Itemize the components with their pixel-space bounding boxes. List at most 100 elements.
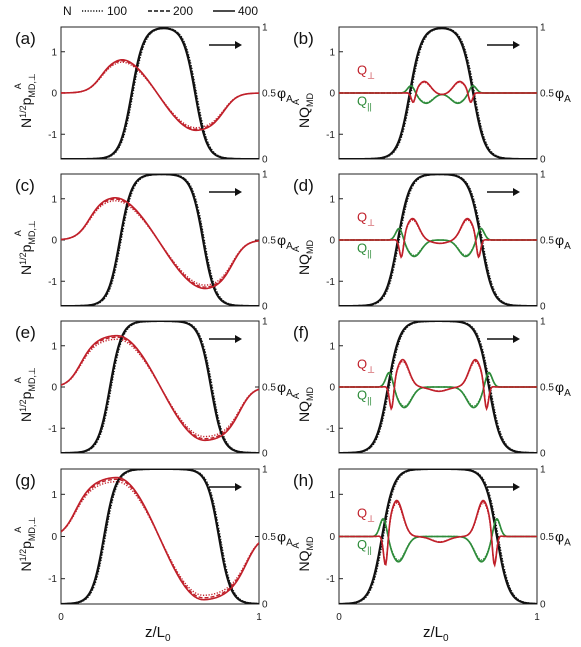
panel: 1 0 -1 1 0.5 0 φA (b) NQMD A Q⊥ Q|| [291, 23, 571, 166]
phi-profile-line [339, 469, 537, 604]
panel-label: (e) [15, 323, 36, 342]
q-perp-annotation: Q⊥ [357, 506, 375, 524]
plot-area [339, 321, 537, 453]
plot-frame [60, 173, 260, 307]
legend-label: 400 [238, 4, 258, 18]
phi-axis-label-sub: A [286, 241, 293, 252]
y-label-p: p [18, 391, 34, 399]
flow-arrow-head [513, 41, 520, 49]
q-perp-line [339, 358, 537, 412]
legend-entry: 400 [213, 4, 258, 18]
plot-area [339, 27, 537, 159]
phi-axis-label: φA [555, 232, 571, 252]
plot-area [61, 174, 259, 306]
q-perp-annotation: Q⊥ [357, 62, 375, 80]
phi-tick-label: 0 [540, 155, 546, 166]
flow-arrow-head [235, 188, 242, 196]
y-tick-label: 1 [329, 47, 335, 58]
y-axis-label: N1/2pMD,⊥ A [13, 220, 37, 275]
y-tick-label: 0 [329, 532, 335, 543]
y-label-sub: MD [305, 536, 315, 550]
phi-profile-line [61, 174, 259, 306]
y-tick-label: -1 [48, 424, 57, 435]
q-par-annotation-sub: || [367, 101, 372, 111]
phi-axis-label-sub: A [286, 388, 293, 399]
phi-profile-line [61, 469, 259, 604]
y-label-sub: MD [305, 240, 315, 254]
panel-label: (c) [15, 176, 35, 195]
y-label-sup: A [291, 246, 301, 252]
y-tick-label: 1 [329, 490, 335, 501]
phi-profile-line [339, 321, 537, 453]
phi-axis-label: φA [555, 529, 571, 549]
x-tick-label: 1 [256, 612, 262, 623]
y-tick-label: 0 [329, 383, 335, 394]
y-label-p: p [18, 97, 34, 105]
y-label-p: p [18, 541, 34, 549]
phi-profile-line [61, 27, 259, 159]
plot-area [61, 469, 259, 604]
q-perp-line [339, 217, 537, 259]
y-axis-label: NQMD A [291, 93, 315, 128]
phi-tick-label: 0 [540, 302, 546, 313]
y-tick-label: 1 [51, 194, 57, 205]
y-axis-label: NQMD A [291, 536, 315, 571]
phi-tick-label: 1 [262, 23, 268, 34]
phi-axis-label-sub: A [286, 94, 293, 105]
x-axis-label-sub: 0 [165, 633, 171, 644]
p-perp-line [61, 61, 259, 129]
q-perp-line [339, 499, 537, 568]
panel-label: (h) [293, 471, 314, 490]
y-label-sup: A [291, 542, 301, 548]
y-axis-label: NQMD A [291, 387, 315, 422]
legend: N 100 200 400 [63, 4, 258, 18]
y-tick-label: 0 [329, 89, 335, 100]
x-tick-label: 1 [534, 612, 540, 623]
y-label-sup: A [291, 393, 301, 399]
phi-tick-label: 1 [540, 170, 546, 181]
y-label-sub: MD,⊥ [27, 220, 37, 244]
panel-label: (b) [293, 29, 314, 48]
x-axis-label: z/L0 [423, 624, 449, 644]
phi-tick-label: 0.5 [540, 89, 554, 100]
y-tick-label: -1 [326, 574, 335, 585]
phi-tick-label: 1 [540, 465, 546, 476]
phi-tick-label: 0.5 [262, 383, 276, 394]
p-perp-line [61, 476, 259, 601]
phi-axis-label-sub: A [564, 241, 571, 252]
x-axis-label-sub: 0 [443, 633, 449, 644]
y-axis-label: N1/2pMD,⊥ A [13, 367, 37, 422]
phi-profile-line [61, 27, 259, 159]
phi-tick-label: 1 [262, 317, 268, 328]
x-tick-label: 0 [336, 612, 342, 623]
y-tick-label: -1 [48, 574, 57, 585]
phi-profile-line [61, 174, 259, 306]
q-perp-line [339, 81, 537, 103]
y-axis-label: N1/2pMD,⊥ A [13, 73, 37, 128]
phi-tick-label: 1 [262, 465, 268, 476]
y-label-main: NQ [296, 107, 312, 128]
y-tick-label: 0 [51, 236, 57, 247]
phi-tick-label: 0.5 [540, 532, 554, 543]
y-label-sup: 1/2 [18, 252, 28, 265]
phi-tick-label: 0.5 [262, 236, 276, 247]
q-par-annotation-sub: || [367, 545, 372, 555]
y-label-sub: MD,⊥ [27, 73, 37, 97]
plot-area [339, 469, 537, 604]
flow-arrow-head [513, 335, 520, 343]
flow-arrow-head [513, 188, 520, 196]
phi-profile-line [339, 27, 537, 159]
y-label-sub: MD,⊥ [27, 517, 37, 541]
y-tick-label: 0 [51, 383, 57, 394]
y-label-sub: MD,⊥ [27, 367, 37, 391]
q-perp-annotation-sub: ⊥ [367, 217, 375, 227]
phi-tick-label: 0.5 [540, 383, 554, 394]
panel: 1 0 -1 1 0.5 0 φA (d) NQMD A Q⊥ Q|| [291, 170, 571, 313]
y-label-main: NQ [296, 550, 312, 571]
flow-arrow-head [513, 483, 520, 491]
y-label-main: NQ [296, 401, 312, 422]
q-perp-annotation: Q⊥ [357, 356, 375, 374]
